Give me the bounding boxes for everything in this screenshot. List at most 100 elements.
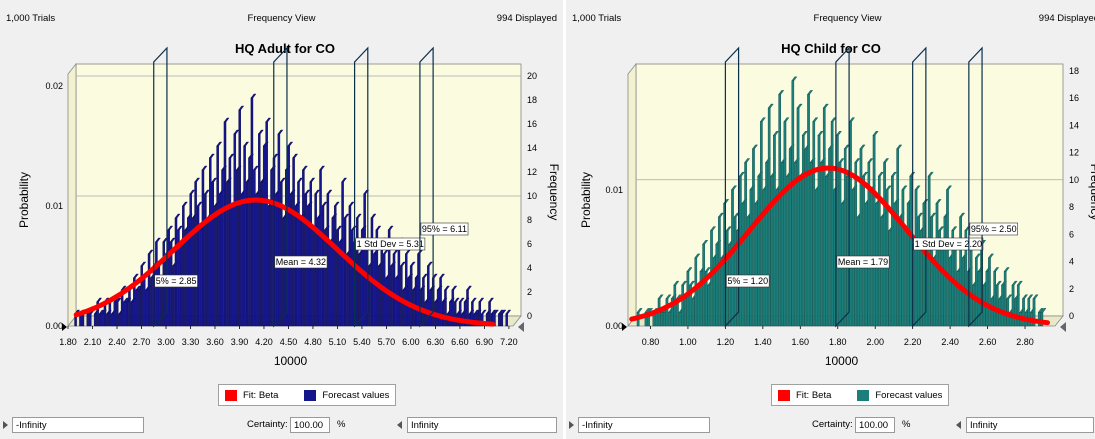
histogram-bar <box>493 313 496 327</box>
histogram-bar <box>427 265 430 327</box>
x-tick-label: 2.20 <box>904 337 922 347</box>
y2-tick-label: 8 <box>1069 202 1074 212</box>
chart-legend: Fit: Beta Forecast values <box>218 384 397 406</box>
x-tick-label: 4.20 <box>255 337 273 347</box>
histogram-bar <box>718 216 721 327</box>
histogram-bar <box>333 205 337 327</box>
histogram-bar <box>324 229 327 327</box>
histogram-bar <box>348 205 352 327</box>
lower-bound-input[interactable]: -Infinity <box>12 417 144 433</box>
histogram-bar <box>292 157 295 327</box>
histogram-bar <box>265 121 268 327</box>
certainty-input[interactable]: 100.00 <box>290 417 330 433</box>
plot-side-wall <box>67 62 77 328</box>
histogram-bar <box>702 244 705 327</box>
marker-label-box <box>969 222 1018 236</box>
x-tick-label: 3.60 <box>206 337 224 347</box>
histogram-bar <box>86 313 90 327</box>
y2-tick-label: 12 <box>527 167 537 177</box>
y2-tick-label: 18 <box>1069 66 1079 76</box>
fit-legend-swatch <box>778 389 790 401</box>
histogram-bar <box>199 229 202 327</box>
histogram-bar <box>799 175 802 327</box>
histogram-bar <box>948 257 952 327</box>
histogram-bar <box>478 301 481 327</box>
histogram-bar <box>150 277 153 327</box>
histogram-bar <box>825 175 829 327</box>
histogram-bar <box>96 301 99 327</box>
histogram-bar <box>471 301 474 327</box>
marker-label: 95% = 2.50 <box>971 224 1017 234</box>
x-tick-label: 4.80 <box>304 337 322 347</box>
x-axis-label: 10000 <box>274 354 308 368</box>
lower-grabber-icon[interactable] <box>569 421 574 429</box>
histogram-bar <box>476 313 479 327</box>
y2-axis-label: Frequency <box>1088 164 1095 221</box>
histogram-bar <box>123 301 126 327</box>
histogram-bar <box>309 181 312 327</box>
percent-label: % <box>337 419 346 430</box>
histogram-bar <box>746 216 750 327</box>
upper-grabber-icon[interactable] <box>397 421 402 429</box>
x-tick-label: 2.60 <box>979 337 997 347</box>
x-tick-label: 5.40 <box>353 337 371 347</box>
lower-bound-input[interactable]: -Infinity <box>578 417 710 433</box>
histogram-bar <box>233 133 237 327</box>
upper-bound-input[interactable]: Infinity <box>966 417 1094 433</box>
histogram-bar <box>857 216 860 327</box>
histogram-bar <box>93 313 97 327</box>
histogram-bar <box>240 193 244 327</box>
histogram-bar <box>329 241 332 327</box>
y2-tick-label: 4 <box>527 263 532 273</box>
histogram-bar <box>338 241 342 327</box>
histogram-bar <box>794 162 797 327</box>
upper-bound-input[interactable]: Infinity <box>407 417 557 433</box>
histogram-bar <box>228 157 232 327</box>
x-tick-label: 2.40 <box>108 337 126 347</box>
histogram-bar <box>1032 298 1036 327</box>
histogram-bar <box>400 265 403 327</box>
certainty-bar: -Infinity Certainty: 100.00 % Infinity <box>566 417 1095 435</box>
histogram-bar <box>644 312 648 327</box>
histogram-bar <box>81 313 85 327</box>
percentile-marker <box>968 46 983 328</box>
histogram-bar <box>402 289 406 327</box>
lower-grabber-icon[interactable] <box>3 421 8 429</box>
histogram-bar <box>436 289 440 327</box>
fit-legend-label: Fit: Beta <box>796 389 832 401</box>
histogram-bar <box>145 289 148 327</box>
view-name: Frequency View <box>813 13 882 24</box>
histogram-bar <box>270 169 273 327</box>
marker-label: 1 Std Dev = 5.31 <box>357 239 424 249</box>
histogram-bar <box>373 253 376 327</box>
right-grabber-icon <box>1060 322 1066 332</box>
x-tick-label: 6.30 <box>427 337 445 347</box>
histogram-bar <box>838 162 842 327</box>
x-tick-label: 1.20 <box>717 337 735 347</box>
y-axis-label: Probability <box>579 172 593 228</box>
certainty-input[interactable]: 100.00 <box>855 417 895 433</box>
histogram-bar <box>370 217 374 327</box>
histogram-bar <box>817 135 821 327</box>
right-grabber-icon <box>518 322 524 332</box>
histogram-bar <box>267 205 271 327</box>
marker-label-box <box>913 237 984 251</box>
histogram-bar <box>820 162 823 327</box>
x-tick-label: 1.00 <box>679 337 697 347</box>
histogram-bar <box>670 298 674 327</box>
histogram-bar <box>500 313 504 327</box>
histogram-bar <box>660 312 664 327</box>
histogram-bar <box>1001 284 1004 327</box>
histogram-bar <box>697 284 700 327</box>
histogram-bar <box>498 313 501 327</box>
marker-label: 5% = 1.20 <box>727 276 768 286</box>
histogram-bar <box>744 162 747 327</box>
certainty-bar: -Infinity Certainty: 100.00 % Infinity <box>0 417 563 435</box>
upper-grabber-icon[interactable] <box>956 421 961 429</box>
histogram-bar <box>880 216 884 327</box>
y2-tick-label: 16 <box>527 119 537 129</box>
right-panel: 1,000 Trials Frequency View 994 Displaye… <box>566 0 1095 439</box>
x-tick-label: 3.00 <box>157 337 175 347</box>
y-tick-label: 0.00 <box>605 321 623 331</box>
y2-tick-label: 18 <box>527 95 537 105</box>
